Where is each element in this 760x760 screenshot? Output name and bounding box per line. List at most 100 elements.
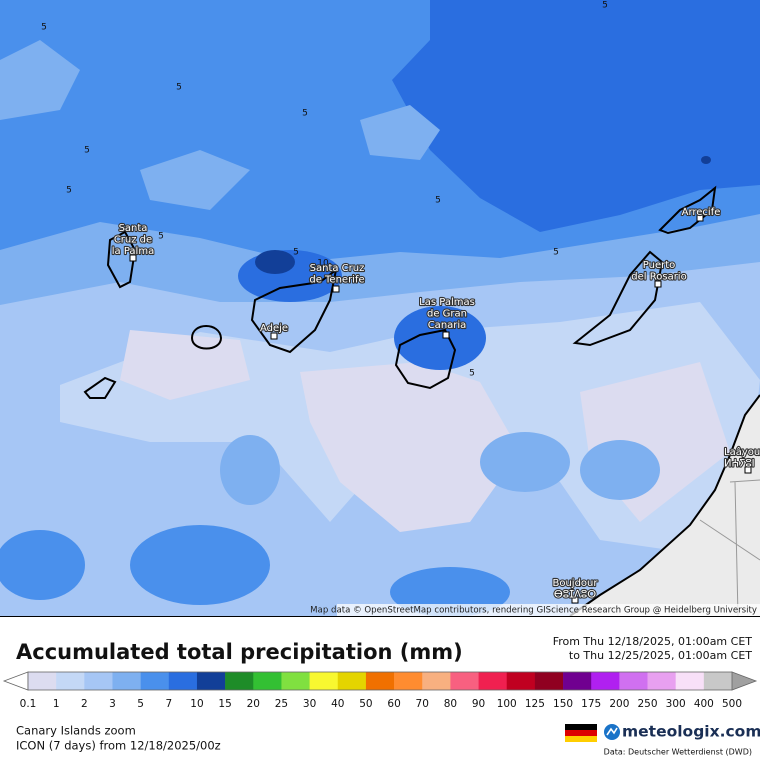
colorbar-cell <box>56 672 85 690</box>
colorbar-tick-label: 90 <box>472 698 485 710</box>
colorbar-cell <box>253 672 282 690</box>
colorbar-cell <box>281 672 310 690</box>
flag-stripe <box>565 730 597 736</box>
island <box>394 328 457 390</box>
island <box>106 230 137 289</box>
rain-area <box>300 362 520 532</box>
colorbar-tick-label: 100 <box>497 698 517 710</box>
island <box>250 267 338 354</box>
colorbar-tick-label: 300 <box>666 698 686 710</box>
place-label: de Tenerife <box>309 275 364 286</box>
place-label: Santa Cruz <box>310 263 365 274</box>
colorbar-tick-label: 80 <box>444 698 457 710</box>
data-source: Data: Deutscher Wetterdienst (DWD) <box>604 748 752 757</box>
colorbar-cell <box>168 672 198 690</box>
colorbar-tick-label: 25 <box>275 698 288 710</box>
place-label: Cruz de <box>114 235 152 246</box>
contour-label: 5 <box>302 109 308 119</box>
rain-area <box>220 435 280 505</box>
rain-area <box>120 330 250 400</box>
place-marker <box>332 285 340 293</box>
island <box>658 185 717 235</box>
colorbar-over <box>731 671 758 691</box>
rain-area <box>360 105 440 160</box>
rain-area <box>580 440 660 500</box>
contour-label: 5 <box>66 186 72 196</box>
contour-label: 5 <box>602 1 608 11</box>
place-label: ⴱⵓⵊⴷⵓⵔ <box>554 590 596 601</box>
colorbar-tick-label: 40 <box>331 698 344 710</box>
colorbar-tick-label: 0.1 <box>20 698 37 710</box>
region: Canary Islands zoom <box>16 724 136 738</box>
colorbar-under <box>2 671 29 691</box>
colorbar-cell <box>112 672 141 690</box>
contour-label: 5 <box>84 146 90 156</box>
brand-icon <box>604 724 620 740</box>
colorbar-cell <box>140 672 170 690</box>
colorbar-tick-label: 125 <box>525 698 545 710</box>
attribution-bg <box>337 604 760 616</box>
place-label: de Gran <box>427 309 467 320</box>
colorbar-cell <box>619 672 648 690</box>
contour-label: 5 <box>553 248 559 258</box>
colorbar-cell <box>84 672 113 690</box>
colorbar-tick-label: 10 <box>190 698 203 710</box>
colorbar-cell <box>647 672 676 690</box>
place-label: Puerto <box>643 260 676 271</box>
place-label: Las Palmas <box>419 297 475 308</box>
place-label: Canaria <box>428 320 467 331</box>
contour-label: 5 <box>158 232 164 242</box>
colorbar-cell <box>478 672 508 690</box>
contour-label: 5 <box>469 369 475 379</box>
period: to Thu 12/25/2025, 01:00am CET <box>569 649 752 662</box>
attribution: Map data © OpenStreetMap contributors, r… <box>310 606 757 616</box>
colorbar-tick-label: 60 <box>387 698 400 710</box>
colorbar-tick-label: 30 <box>303 698 316 710</box>
period: From Thu 12/18/2025, 01:00am CET <box>553 635 753 648</box>
colorbar-tick-label: 7 <box>165 698 172 710</box>
contour-label: 5 <box>293 248 299 258</box>
place-label: Arrecife <box>682 207 721 218</box>
rain-area <box>255 250 295 274</box>
place-marker <box>129 254 137 262</box>
contour-label: 5 <box>41 23 47 33</box>
colorbar-cell <box>506 672 536 690</box>
rain-area <box>0 40 80 120</box>
colorbar-cell <box>563 672 592 690</box>
colorbar-tick-label: 250 <box>637 698 657 710</box>
colorbar-cell <box>28 672 57 690</box>
colorbar-tick-label: 70 <box>416 698 429 710</box>
contour-label: 5 <box>435 196 441 206</box>
colorbar-tick-label: 400 <box>694 698 714 710</box>
place-label: la Palma <box>112 246 154 257</box>
rain-area <box>480 432 570 492</box>
rain-area <box>130 525 270 605</box>
colorbar-cell <box>450 672 479 690</box>
colorbar-frame <box>27 671 733 691</box>
colorbar-cell <box>394 672 423 690</box>
colorbar-tick-label: 15 <box>218 698 231 710</box>
rain-area <box>392 0 760 232</box>
colorbar-cell <box>225 672 254 690</box>
colorbar-tick-label: 5 <box>137 698 144 710</box>
place-marker <box>270 332 278 340</box>
place-label: Adeje <box>260 323 288 334</box>
place-label: Santa <box>119 223 148 234</box>
contour-label: 5 <box>176 83 182 93</box>
place-marker <box>571 596 579 604</box>
island <box>190 325 223 350</box>
colorbar-cell <box>365 672 395 690</box>
island <box>83 376 117 399</box>
contour-label: 10 <box>317 259 329 269</box>
colorbar-tick-label: 500 <box>722 698 742 710</box>
colorbar-tick-label: 20 <box>247 698 260 710</box>
colorbar-cell <box>309 672 339 690</box>
brand: meteologix.com <box>622 723 760 741</box>
rain-area <box>394 306 486 370</box>
legend-title: Accumulated total precipitation (mm) <box>16 640 463 664</box>
brand-icon-mark <box>606 727 618 736</box>
colorbar-cell <box>703 672 733 690</box>
legend: Accumulated total precipitation (mm) From… <box>2 635 760 757</box>
rain-area <box>701 156 711 164</box>
